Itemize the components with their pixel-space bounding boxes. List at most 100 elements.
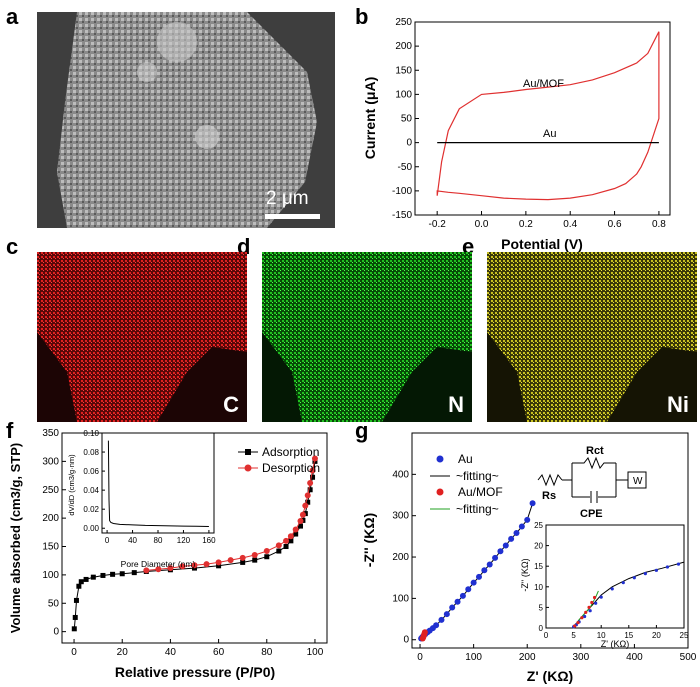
eis-x-tick-label: 100 bbox=[465, 652, 482, 663]
panel-label-f: f bbox=[6, 418, 14, 443]
data-point-au bbox=[529, 500, 536, 507]
sem-texture bbox=[37, 12, 335, 228]
data-point-adsorption bbox=[73, 597, 79, 603]
eis-inset-y-tick-label: 0 bbox=[539, 624, 544, 633]
cv-x-tick-label: 0.0 bbox=[475, 219, 489, 230]
data-point-adsorption bbox=[78, 579, 84, 585]
x-axis-label: Relative pressure (P/P0) bbox=[115, 664, 275, 680]
data-point-au bbox=[438, 616, 445, 623]
eis-inset-x-tick-label: 5 bbox=[571, 631, 576, 640]
data-point-adsorption bbox=[264, 554, 270, 560]
panel-label-a: a bbox=[6, 4, 19, 29]
data-point-au bbox=[508, 535, 515, 542]
data-point-desorption bbox=[304, 492, 311, 499]
data-point-desorption bbox=[167, 565, 174, 572]
inset-data-point-au bbox=[594, 601, 598, 605]
data-point-desorption bbox=[155, 566, 162, 573]
data-point-desorption bbox=[239, 554, 246, 561]
inset-data-point-au bbox=[610, 587, 614, 591]
cv-y-tick-label: 0 bbox=[406, 138, 412, 149]
cv-y-tick-label: -100 bbox=[392, 186, 412, 197]
inset-y-tick-label: 0.02 bbox=[83, 505, 99, 514]
data-point-desorption bbox=[283, 537, 290, 544]
x-axis-label: Potential (V) bbox=[501, 236, 583, 252]
cv-y-tick-label: 50 bbox=[401, 114, 413, 125]
circuit-label-cpe: CPE bbox=[580, 508, 603, 520]
legend-marker-au bbox=[436, 455, 444, 463]
data-point-au bbox=[475, 573, 482, 580]
data-point-adsorption bbox=[240, 559, 246, 565]
eis-plot-frame bbox=[411, 432, 689, 649]
data-point-adsorption bbox=[119, 571, 125, 577]
inset-x-tick-label: 160 bbox=[202, 536, 216, 545]
inset-data-point-au-mof bbox=[573, 624, 577, 628]
circuit-label-w: W bbox=[633, 476, 643, 487]
scale-bar bbox=[265, 214, 320, 219]
y-axis-label: Volume absorbed (cm3/g, STP) bbox=[8, 443, 23, 633]
series-line-desorption bbox=[146, 458, 316, 571]
eis-inset-x-tick-label: 25 bbox=[680, 631, 689, 640]
equivalent-circuit: W Rs Rct CPE bbox=[537, 445, 647, 520]
eis-inset-x-tick-label: 20 bbox=[652, 631, 661, 640]
iso-x-tick-label: 40 bbox=[165, 647, 177, 658]
iso-y-tick-label: 150 bbox=[42, 542, 59, 553]
eis-inset-y-tick-label: 10 bbox=[534, 583, 543, 592]
series-line-au-mof bbox=[436, 31, 660, 201]
data-point-desorption bbox=[292, 526, 299, 533]
cv-x-tick-label: 0.4 bbox=[563, 219, 577, 230]
element-map-c: C bbox=[37, 252, 247, 422]
eis-x-tick-label: 200 bbox=[519, 652, 536, 663]
inset-frame bbox=[101, 432, 215, 534]
data-point-au bbox=[486, 561, 493, 568]
inset-y-tick-label: 0.00 bbox=[83, 524, 99, 533]
inset-x-tick-label: 80 bbox=[154, 536, 163, 545]
iso-y-tick-label: 0 bbox=[53, 627, 59, 638]
map-texture-c bbox=[37, 252, 247, 422]
inset-data-point-au bbox=[654, 568, 658, 572]
legend-label-au-mof: Au/MOF bbox=[458, 485, 503, 499]
inset-x-label: Pore Diameter (nm) bbox=[121, 559, 196, 569]
data-point-desorption bbox=[263, 548, 270, 555]
iso-x-tick-label: 20 bbox=[117, 647, 129, 658]
map-texture-n bbox=[262, 252, 472, 422]
inset-y-label: -Z'' (KΩ) bbox=[520, 558, 530, 591]
data-point-au bbox=[459, 592, 466, 599]
eis-y-tick-label: 200 bbox=[392, 552, 409, 563]
iso-y-tick-label: 100 bbox=[42, 570, 59, 581]
fit-line-au bbox=[420, 503, 534, 639]
circuit-rct-resistor bbox=[572, 456, 616, 470]
eis-x-tick-label: 400 bbox=[626, 652, 643, 663]
data-point-desorption bbox=[299, 511, 306, 518]
sem-image bbox=[37, 12, 335, 228]
inset-data-point-au bbox=[599, 595, 603, 599]
data-point-au bbox=[470, 579, 477, 586]
cv-x-tick-label: 0.2 bbox=[519, 219, 533, 230]
data-point-au bbox=[454, 598, 461, 605]
inset-data-point-au bbox=[632, 576, 636, 580]
inset-y-tick-label: 0.08 bbox=[83, 448, 99, 457]
data-point-adsorption bbox=[307, 487, 313, 493]
inset-data-point-au-mof bbox=[592, 595, 597, 600]
cv-x-tick-label: -0.2 bbox=[429, 219, 447, 230]
legend-marker-adsorption bbox=[245, 449, 251, 455]
cv-y-tick-label: 150 bbox=[395, 65, 412, 76]
scale-bar-label: 2 μm bbox=[266, 188, 309, 209]
data-point-au bbox=[481, 567, 488, 574]
data-point-adsorption bbox=[288, 538, 294, 544]
cv-x-tick-label: 0.8 bbox=[652, 219, 666, 230]
map-label-c: C bbox=[223, 392, 239, 417]
data-point-desorption bbox=[297, 517, 304, 524]
panel-label-b: b bbox=[355, 4, 369, 29]
x-axis-label: Z' (KΩ) bbox=[527, 668, 573, 684]
inset-data-point-au bbox=[676, 562, 681, 566]
data-point-au bbox=[518, 523, 525, 530]
data-point-adsorption bbox=[252, 557, 258, 563]
data-point-adsorption bbox=[305, 499, 311, 505]
iso-y-tick-label: 350 bbox=[42, 428, 59, 439]
inset-x-tick-label: 40 bbox=[128, 536, 137, 545]
data-point-adsorption bbox=[100, 572, 106, 578]
data-point-au-mof bbox=[421, 629, 428, 636]
iso-x-tick-label: 100 bbox=[307, 647, 324, 658]
inset-y-tick-label: 0.04 bbox=[83, 486, 99, 495]
isotherm-chart: 0 50 100 150 200 250 300 350 0 20 40 60 80 100 Adsor… bbox=[8, 428, 328, 680]
